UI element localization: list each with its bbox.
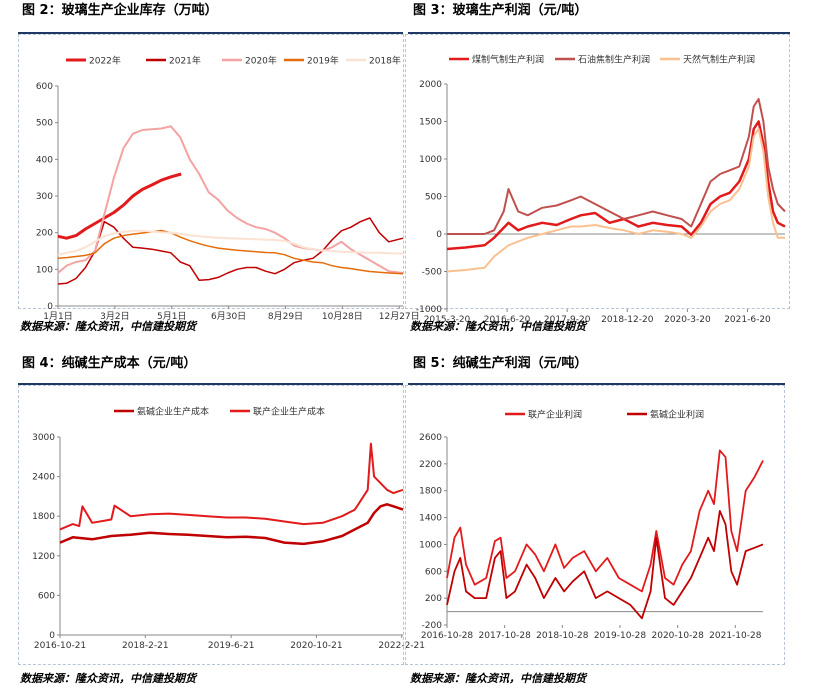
x-tick-label: 2020-10-28	[652, 631, 705, 641]
x-tick-label: 2015-3-20	[424, 315, 471, 325]
y-tick-label: 2600	[419, 433, 442, 443]
y-tick-label: 1000	[419, 155, 442, 165]
legend-label: 2021年	[169, 55, 201, 67]
x-tick-label: 2019-10-28	[594, 631, 647, 641]
y-tick-label: 500	[425, 193, 442, 203]
y-tick-label: 1800	[32, 512, 55, 522]
soda-cost-chart: 0 600 1200 1800 2400 3000 2016-10-21 2018-2-21 2…	[32, 406, 425, 652]
legend-label: 氨碱企业利润	[650, 409, 704, 421]
title-rule	[18, 32, 403, 34]
x-tick-label: 3月2日	[100, 311, 129, 322]
y-tick-label: 2200	[419, 460, 442, 470]
title-rule	[408, 32, 790, 34]
title-rule	[18, 383, 403, 385]
y-tick-label: 400	[36, 155, 53, 165]
y-tick-label: 1800	[419, 487, 442, 497]
x-tick-label: 2016-10-21	[34, 641, 86, 651]
y-tick-label: 1200	[32, 552, 55, 562]
y-tick-label: -1000	[416, 305, 442, 315]
x-tick-label: 1月1日	[43, 311, 72, 322]
source-note: 数据来源：隆众资讯，中信建投期货	[20, 320, 196, 333]
x-tick-label: 8月29日	[268, 311, 303, 322]
y-tick-label: 2400	[32, 473, 55, 483]
chart-title: 图 3：玻璃生产利润（元/吨）	[413, 3, 588, 18]
source-note: 数据来源：隆众资讯，中信建投期货	[20, 672, 196, 685]
x-tick-label: 2017-9-20	[544, 315, 591, 325]
y-tick-label: 0	[47, 302, 53, 312]
y-tick-label: 100	[36, 265, 53, 275]
chart-title: 图 5：纯碱生产利润（元/吨）	[413, 356, 588, 371]
y-tick-label: 300	[36, 192, 53, 202]
x-tick-label: 2018-12-20	[601, 315, 654, 325]
series-line	[446, 120, 786, 251]
inventory-chart: 0 100 200 300 400 500 600 1月1日 3月2日 5月1日 6月30日 8月29…	[36, 55, 420, 323]
legend-label: 氨碱企业生产成本	[137, 406, 209, 418]
y-tick-label: 0	[436, 230, 442, 240]
chart-frame	[18, 385, 404, 665]
y-tick-label: 500	[36, 119, 53, 129]
y-tick-label: 1500	[419, 118, 442, 128]
x-tick-label: 2018-2-21	[122, 641, 169, 651]
chart-frame	[18, 34, 404, 309]
x-tick-label: 2019-6-21	[208, 641, 255, 651]
series-line	[57, 229, 404, 275]
chart-title: 图 2：玻璃生产企业库存（万吨）	[22, 3, 218, 18]
x-tick-label: 2020-10-21	[290, 641, 342, 651]
series-line	[57, 125, 404, 274]
source-note: 数据来源：隆众资讯，中信建投期货	[410, 320, 586, 333]
legend-label: 2019年	[307, 55, 339, 67]
legend-label: 石油焦制生产利润	[578, 54, 650, 66]
x-tick-label: 12月27日	[379, 311, 420, 322]
x-tick-label: 2018-10-28	[536, 631, 589, 641]
chart-frame	[405, 34, 790, 309]
series-line	[57, 172, 182, 240]
series-line	[59, 442, 404, 531]
x-tick-label: 2020-3-20	[664, 315, 711, 325]
series-line	[447, 98, 786, 235]
series-line	[59, 503, 404, 546]
y-tick-label: 200	[36, 229, 53, 239]
y-tick-label: 600	[38, 591, 55, 601]
x-tick-label: 2022-2-21	[378, 641, 425, 651]
chart-title: 图 4：纯碱生产成本（元/吨）	[22, 356, 197, 371]
x-tick-label: 5月1日	[157, 311, 186, 322]
source-note: 数据来源：隆众资讯，中信建投期货	[410, 672, 586, 685]
x-tick-label: 2021-10-28	[709, 631, 762, 641]
series-line	[57, 217, 404, 285]
series-line	[446, 510, 764, 620]
y-tick-label: 1000	[419, 540, 442, 550]
series-line	[446, 449, 764, 593]
y-tick-label: 600	[36, 82, 53, 92]
glass-profit-chart: -1000 -500 0 500 1000 1500 2000 2015-3-20 2016-6…	[416, 54, 786, 325]
y-tick-label: 2000	[419, 80, 442, 90]
legend-label: 联产企业利润	[528, 409, 582, 421]
y-tick-label: 600	[425, 567, 442, 577]
x-tick-label: 2017-10-28	[479, 631, 532, 641]
legend-label: 2020年	[245, 55, 277, 67]
series-line	[57, 229, 404, 256]
x-tick-label: 2021-6-20	[724, 315, 771, 325]
legend-label: 2018年	[369, 55, 401, 67]
legend-label: 联产企业生产成本	[253, 406, 325, 418]
x-tick-label: 2016-10-28	[421, 631, 474, 641]
chart-frame	[405, 385, 785, 665]
y-tick-label: 3000	[32, 433, 55, 443]
x-tick-label: 2016-6-20	[484, 315, 531, 325]
y-tick-label: 200	[425, 594, 442, 604]
y-tick-label: -500	[422, 268, 443, 278]
y-tick-label: -200	[422, 621, 443, 631]
y-tick-label: 1400	[419, 514, 442, 524]
x-tick-label: 10月28日	[322, 311, 363, 322]
legend-label: 2022年	[89, 55, 121, 67]
title-rule	[408, 383, 785, 385]
series-line	[446, 128, 785, 273]
x-tick-label: 6月30日	[211, 311, 246, 322]
y-tick-label: 0	[49, 631, 55, 641]
legend-label: 煤制气制生产利润	[472, 54, 544, 66]
soda-profit-chart: -200 200 600 1000 1400 1800 2200 2600 2016-10-28…	[419, 409, 764, 641]
legend-label: 天然气制生产利润	[683, 54, 755, 66]
